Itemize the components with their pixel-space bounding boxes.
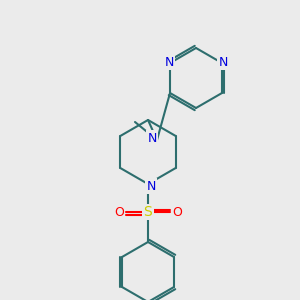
Text: N: N bbox=[147, 131, 157, 145]
Text: S: S bbox=[144, 205, 152, 219]
Text: O: O bbox=[172, 206, 182, 218]
Text: N: N bbox=[164, 56, 174, 68]
Text: N: N bbox=[146, 179, 156, 193]
Text: O: O bbox=[114, 206, 124, 218]
Text: N: N bbox=[218, 56, 228, 68]
